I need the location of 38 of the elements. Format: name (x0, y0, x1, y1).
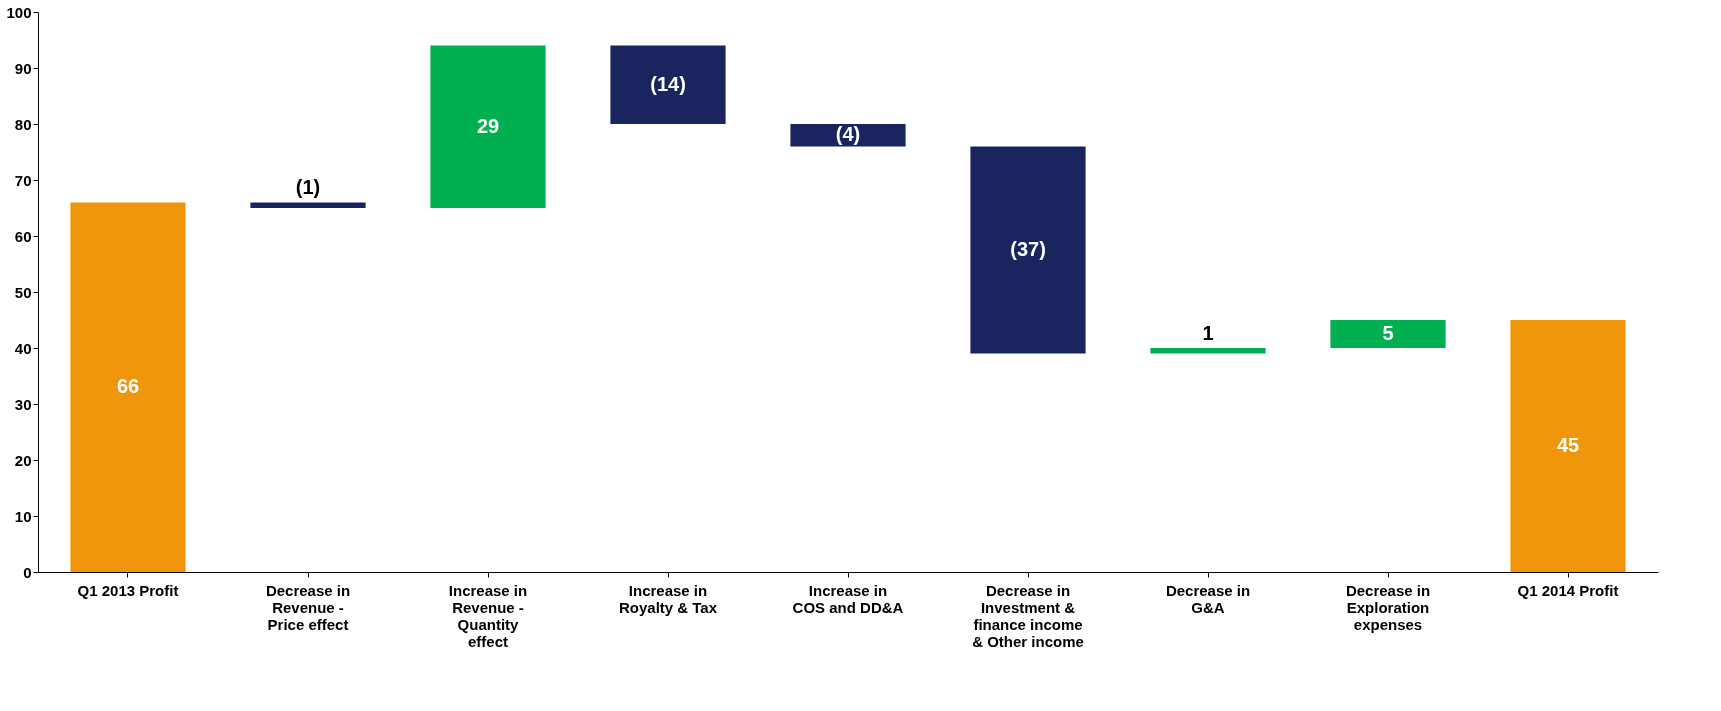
y-tick-label: 80 (14, 115, 32, 133)
y-tick-label: 20 (14, 451, 32, 469)
y-tick-label: 90 (14, 59, 32, 77)
data-label: (1) (295, 176, 321, 199)
y-tick-label: 40 (14, 339, 32, 357)
bar (790, 124, 906, 147)
y-tick-label: 100 (6, 3, 32, 21)
bar (1150, 348, 1266, 354)
data-label: 66 (116, 375, 140, 398)
bar (1330, 320, 1446, 348)
y-tick-label: 30 (14, 395, 32, 413)
y-tick-label: 50 (14, 283, 32, 301)
data-label: 1 (1202, 322, 1214, 344)
data-label: 29 (476, 114, 500, 137)
x-tick-label: Increase in COS and DD&A (792, 581, 904, 616)
y-tick-label: 70 (14, 171, 32, 189)
data-label: (4) (835, 123, 861, 146)
x-tick-label: Q1 2014 Profit (1517, 581, 1619, 599)
x-tick-label: Decrease in Exploration expenses (1345, 581, 1431, 633)
x-tick-label: Decrease in Investment & finance income & Other income (972, 581, 1084, 650)
x-tick-label: Increase in Royalty & Tax (618, 581, 718, 616)
x-tick-label: Decrease in G&A (1165, 581, 1251, 616)
x-tick-label: Decrease in Revenue - Price effect (265, 581, 351, 633)
data-label: (37) (1010, 238, 1046, 260)
data-label: 5 (1382, 322, 1394, 344)
data-label: 45 (1556, 434, 1580, 456)
y-tick-label: 60 (14, 227, 32, 245)
bar (430, 45, 546, 208)
y-tick-label: 10 (14, 507, 32, 525)
bar (610, 45, 726, 124)
y-tick-label: 0 (23, 563, 32, 581)
x-tick-label: Q1 2013 Profit (77, 581, 179, 599)
data-label: (14) (650, 72, 686, 95)
x-tick-label: Increase in Revenue - Quantity effect (448, 581, 528, 650)
bar (970, 146, 1086, 354)
bar (70, 202, 186, 572)
bar (1510, 320, 1626, 572)
bar (250, 202, 366, 208)
